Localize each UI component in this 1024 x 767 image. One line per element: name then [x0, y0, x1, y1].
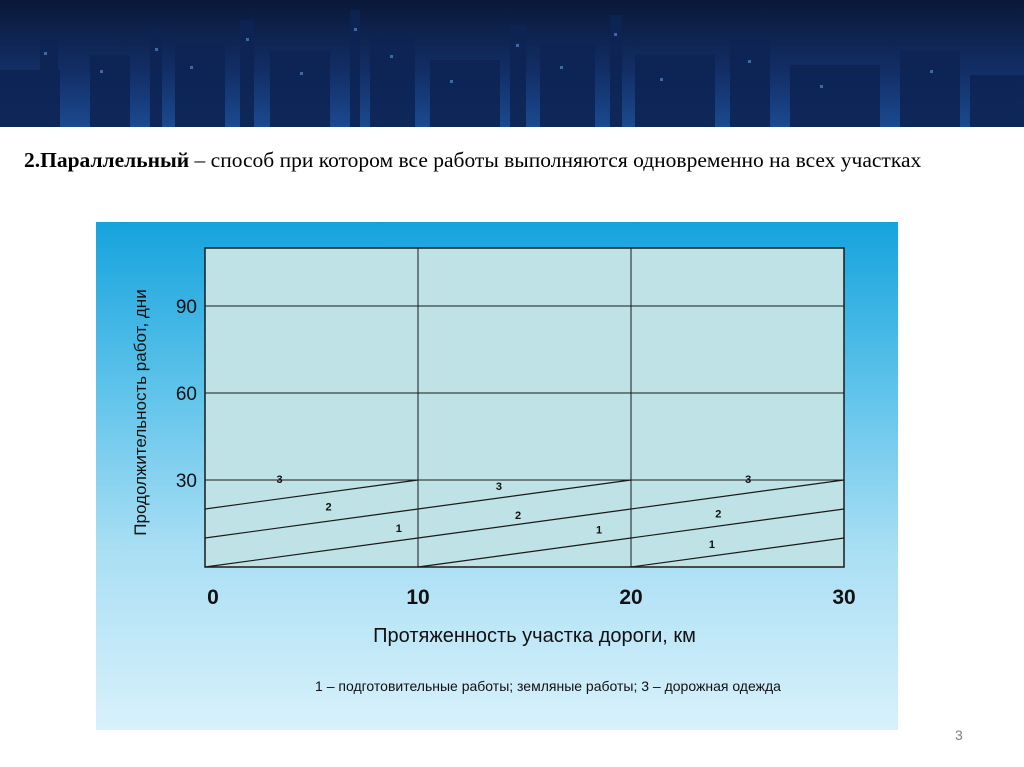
y-tick-label: 90	[176, 297, 197, 318]
y-axis-title: Продолжительность работ, дни	[131, 289, 150, 535]
y-tick-label: 60	[176, 384, 197, 405]
line-label: 3	[276, 474, 282, 486]
x-tick-label: 0	[207, 586, 219, 609]
plot-area	[204, 247, 845, 568]
series-line-2	[630, 508, 845, 539]
series-line-1	[630, 537, 845, 568]
line-label: 1	[596, 525, 602, 537]
series-line-2	[417, 508, 632, 539]
line-label: 2	[515, 510, 521, 522]
line-label: 1	[709, 539, 715, 551]
legend-text: 1 – подготовительные работы; земляные ра…	[315, 678, 781, 694]
series-line-1	[417, 537, 632, 568]
series-line-3	[204, 479, 419, 510]
line-label: 3	[496, 481, 502, 493]
line-label: 2	[325, 501, 331, 513]
line-label: 1	[396, 523, 402, 535]
page-number: 3	[955, 727, 963, 743]
y-tick-label: 30	[176, 471, 197, 492]
slide-heading: 2.Параллельный – способ при котором все …	[24, 146, 1004, 174]
heading-bold-term: 2.Параллельный	[24, 148, 190, 172]
series-line-2	[204, 508, 419, 539]
heading-definition: – способ при котором все работы выполняю…	[189, 148, 922, 172]
x-axis-title: Протяженность участка дороги, км	[373, 625, 696, 647]
series-line-3	[417, 479, 632, 510]
header-banner	[0, 0, 1024, 127]
series-line-3	[630, 479, 845, 510]
parallel-method-chart: 3 2 1 3 2 1 3 2 1 30 60 90 0 10 20 30 Протяженность учас…	[131, 247, 856, 694]
x-tick-label: 10	[406, 586, 429, 609]
line-label: 2	[715, 509, 721, 521]
x-tick-label: 30	[832, 586, 855, 609]
series-line-1	[204, 537, 419, 568]
x-tick-label: 20	[619, 586, 642, 609]
line-label: 3	[745, 474, 751, 486]
